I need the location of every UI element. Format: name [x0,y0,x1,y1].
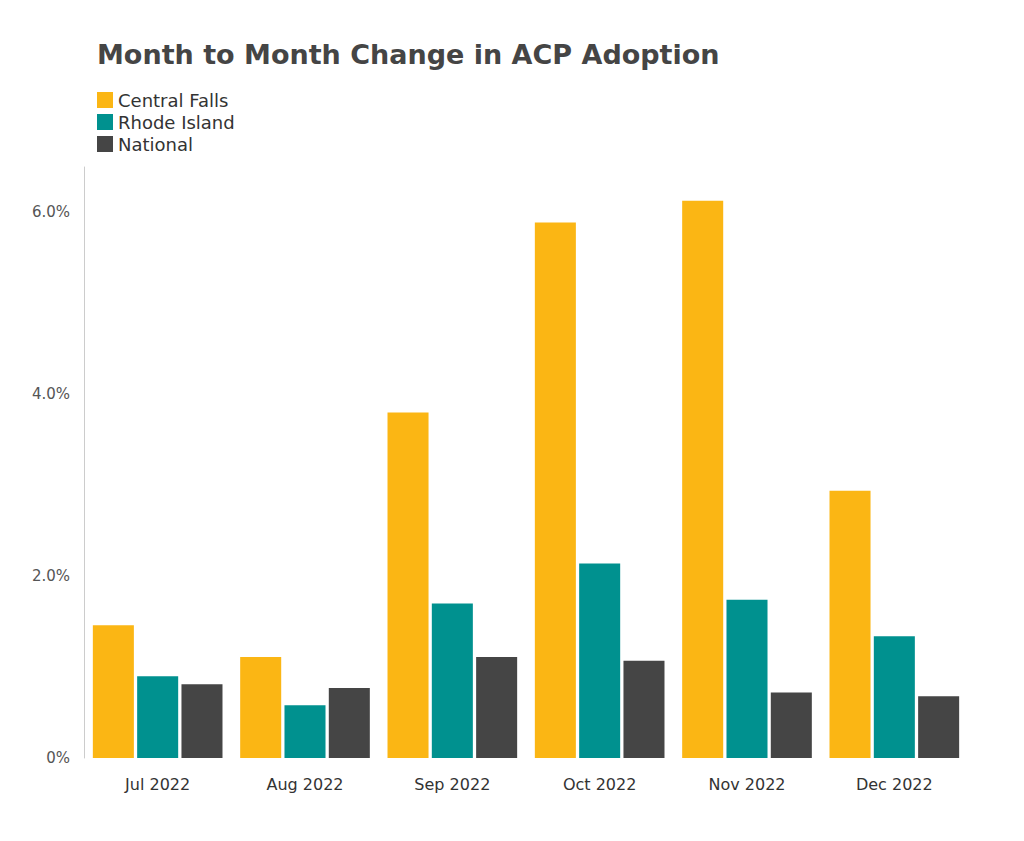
svg-text:Dec 2022: Dec 2022 [856,775,933,794]
svg-text:6.0%: 6.0% [32,203,70,221]
svg-text:4.0%: 4.0% [32,385,70,403]
svg-text:Jul 2022: Jul 2022 [124,775,190,794]
svg-text:Sep 2022: Sep 2022 [414,775,490,794]
svg-text:Central Falls: Central Falls [118,90,228,111]
svg-text:Aug 2022: Aug 2022 [266,775,343,794]
svg-text:Rhode Island: Rhode Island [118,112,235,133]
svg-text:Nov 2022: Nov 2022 [708,775,785,794]
svg-text:0%: 0% [46,749,70,767]
svg-text:Oct 2022: Oct 2022 [563,775,636,794]
svg-text:National: National [118,134,193,155]
svg-text:Month to Month Change in ACP A: Month to Month Change in ACP Adoption [97,39,720,70]
svg-text:2.0%: 2.0% [32,567,70,585]
